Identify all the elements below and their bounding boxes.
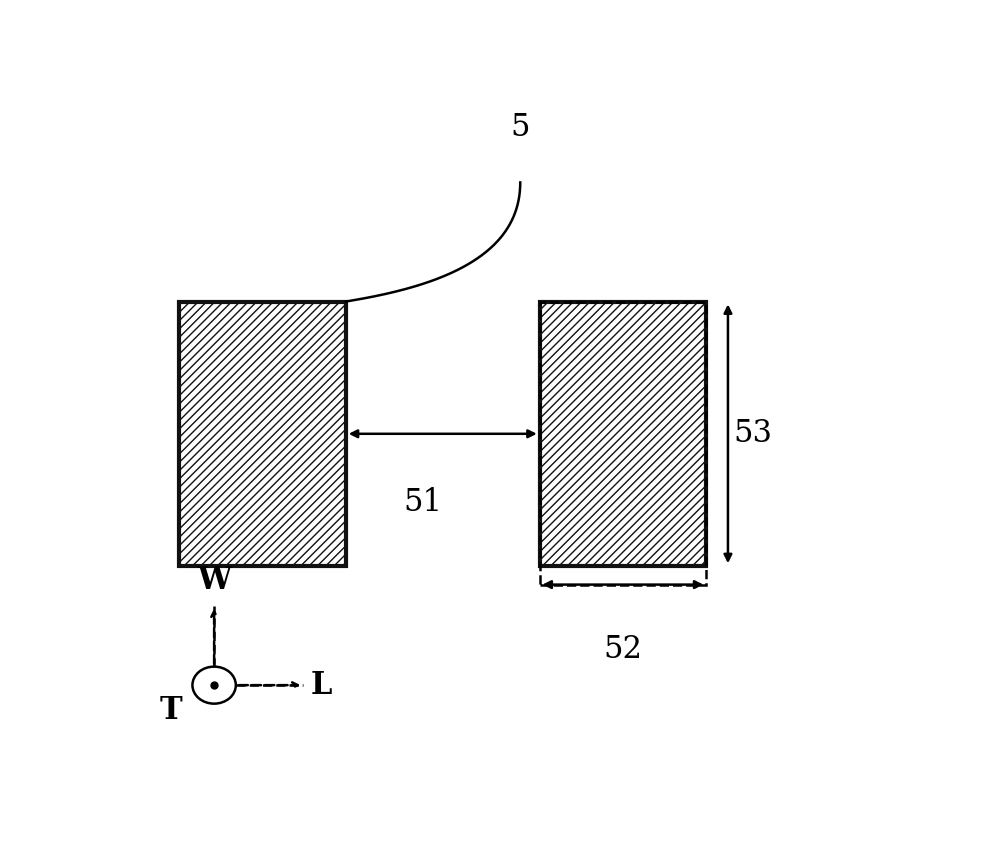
Text: L: L xyxy=(311,670,332,701)
Bar xyxy=(540,302,706,566)
Bar xyxy=(540,302,706,585)
Text: 53: 53 xyxy=(733,418,772,449)
Bar xyxy=(179,302,346,566)
Text: T: T xyxy=(160,695,183,726)
Text: W: W xyxy=(197,565,231,596)
Text: 51: 51 xyxy=(404,487,443,518)
Text: 5: 5 xyxy=(511,112,530,143)
Text: 52: 52 xyxy=(603,634,642,665)
